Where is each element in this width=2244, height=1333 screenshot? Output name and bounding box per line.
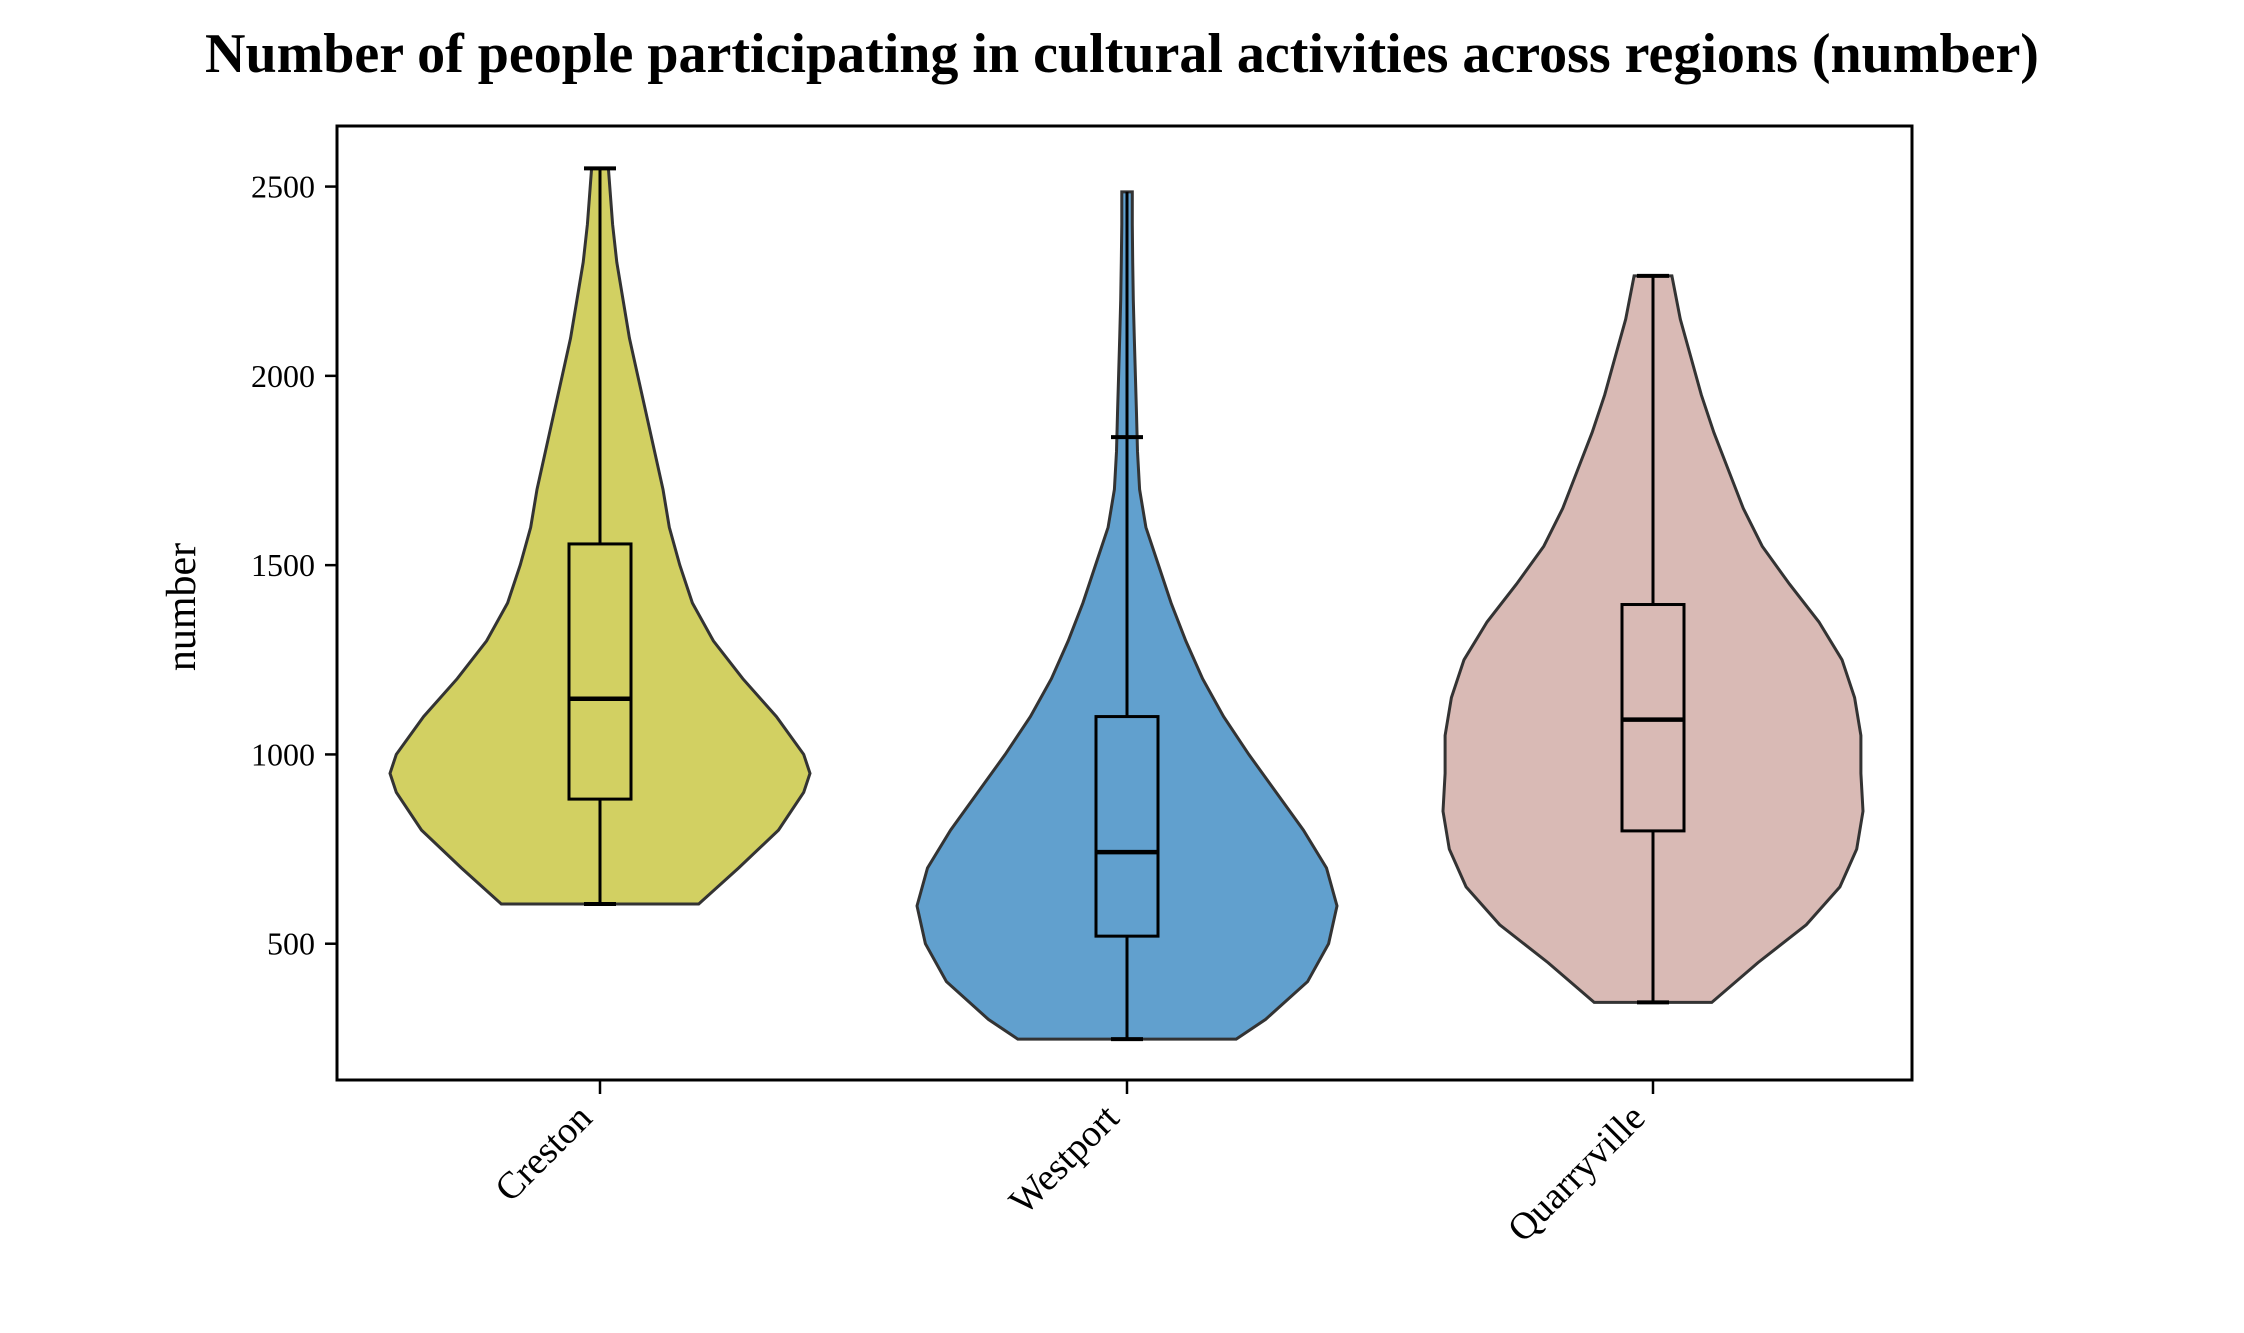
box-creston xyxy=(567,542,633,801)
y-tick-label: 500 xyxy=(267,926,315,962)
x-tick-label-quarryville: Quarryville xyxy=(1500,1097,1654,1251)
y-axis-label: number xyxy=(159,543,205,671)
violin-quarryville xyxy=(1441,274,1865,1004)
y-tick-label: 1000 xyxy=(251,736,315,772)
y-tick-label: 1500 xyxy=(251,547,315,583)
axes-frame xyxy=(335,124,1914,1082)
box-westport xyxy=(1094,715,1160,938)
x-tick-label-creston: Creston xyxy=(487,1097,600,1210)
chart-title: Number of people participating in cultur… xyxy=(205,23,2039,85)
y-tick-label: 2000 xyxy=(251,358,315,394)
y-tick-label: 2500 xyxy=(251,169,315,205)
x-tick-label-westport: Westport xyxy=(1001,1096,1127,1222)
plot-area: 500 1000 1500 2000 2500 Creston Westport Quarry… xyxy=(251,124,1914,1251)
